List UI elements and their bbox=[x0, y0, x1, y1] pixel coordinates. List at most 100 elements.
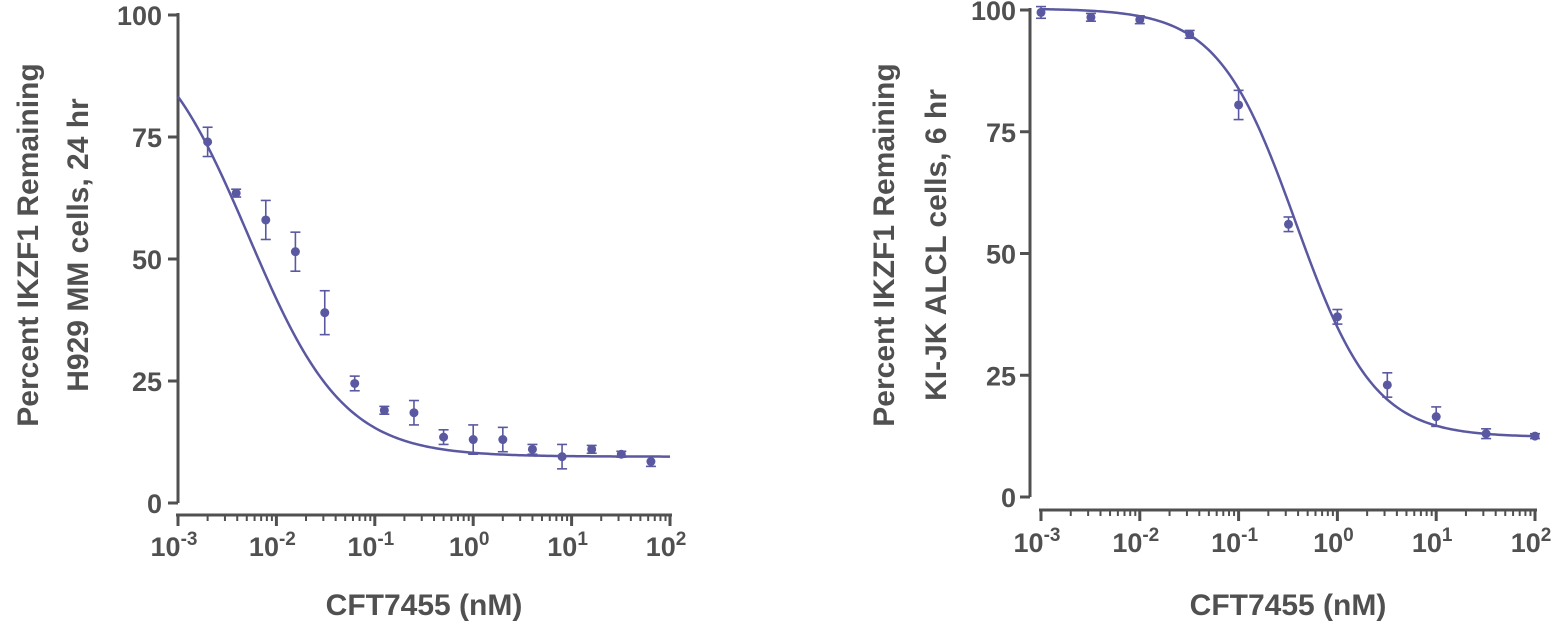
data-point bbox=[1184, 29, 1195, 40]
data-point bbox=[260, 199, 271, 241]
x-tick-label: 101 bbox=[547, 529, 588, 562]
x-tick-base: 10 bbox=[1112, 528, 1142, 558]
point-marker bbox=[1135, 15, 1145, 25]
y-tick-label: 100 bbox=[117, 1, 162, 31]
point-marker bbox=[1431, 412, 1441, 422]
y-tick-label: 75 bbox=[132, 123, 162, 153]
data-point bbox=[1134, 15, 1145, 25]
data-point bbox=[408, 399, 419, 426]
x-tick-label: 10-1 bbox=[1211, 525, 1258, 558]
data-point bbox=[1481, 428, 1492, 440]
data-point bbox=[1332, 308, 1343, 325]
point-marker bbox=[439, 432, 449, 442]
data-point bbox=[438, 428, 449, 446]
x-tick-base: 10 bbox=[547, 532, 577, 562]
point-marker bbox=[1234, 100, 1244, 110]
x-tick-exponent: -3 bbox=[181, 529, 198, 550]
data-point bbox=[527, 443, 538, 456]
x-tick-label: 100 bbox=[449, 529, 490, 562]
x-tick-label: 10-1 bbox=[347, 529, 394, 562]
x-tick-base: 10 bbox=[249, 532, 279, 562]
y-tick-label: 50 bbox=[986, 240, 1016, 270]
point-marker bbox=[1382, 380, 1392, 390]
x-tick-label: 102 bbox=[1511, 525, 1552, 558]
x-tick-exponent: 2 bbox=[676, 529, 687, 550]
x-tick-exponent: 1 bbox=[1442, 525, 1453, 546]
fit-curve bbox=[1040, 7, 1536, 438]
y-tick-label: 25 bbox=[986, 361, 1016, 391]
data-point bbox=[616, 449, 627, 459]
x-axis-title: CFT7455 (nM) bbox=[326, 589, 523, 622]
point-marker bbox=[409, 408, 419, 418]
point-marker bbox=[231, 188, 241, 198]
x-tick-exponent: 2 bbox=[1541, 525, 1552, 546]
data-point bbox=[1431, 406, 1442, 428]
point-marker bbox=[261, 215, 271, 225]
data-point bbox=[645, 455, 656, 468]
x-tick-exponent: 1 bbox=[577, 529, 588, 550]
point-marker bbox=[1530, 431, 1540, 441]
point-marker bbox=[1036, 7, 1046, 17]
data-point bbox=[1382, 372, 1393, 398]
x-tick-label: 10-2 bbox=[249, 529, 296, 562]
y-tick-label: 50 bbox=[132, 245, 162, 275]
y-tick-label: 75 bbox=[986, 118, 1016, 148]
x-tick-exponent: -2 bbox=[1142, 525, 1159, 546]
x-tick-base: 10 bbox=[1412, 528, 1442, 558]
point-marker bbox=[468, 435, 478, 445]
point-marker bbox=[557, 452, 567, 462]
y-axis-title-line: Percent IKZF1 Remaining bbox=[868, 63, 901, 426]
x-tick-label: 101 bbox=[1412, 525, 1453, 558]
data-point bbox=[231, 188, 242, 198]
y-axis-title-line: KI-JK ALCL cells, 6 hr bbox=[920, 89, 953, 401]
point-marker bbox=[646, 457, 656, 467]
x-tick-label: 100 bbox=[1313, 525, 1354, 558]
data-point bbox=[497, 426, 508, 453]
point-marker bbox=[1086, 12, 1096, 22]
x-tick-base: 10 bbox=[1211, 528, 1241, 558]
data-point bbox=[1283, 216, 1294, 233]
x-tick-base: 10 bbox=[1511, 528, 1541, 558]
point-marker bbox=[498, 435, 508, 445]
data-point bbox=[1036, 5, 1046, 20]
point-marker bbox=[290, 247, 300, 257]
data-point bbox=[1530, 431, 1540, 441]
x-tick-base: 10 bbox=[449, 532, 479, 562]
point-marker bbox=[1481, 429, 1491, 439]
point-marker bbox=[1185, 29, 1195, 39]
data-point bbox=[586, 444, 597, 455]
data-point bbox=[468, 424, 479, 456]
y-tick-label: 0 bbox=[1001, 483, 1016, 513]
x-tick-exponent: -3 bbox=[1044, 525, 1061, 546]
x-tick-base: 10 bbox=[347, 532, 377, 562]
x-tick-exponent: 0 bbox=[1343, 525, 1354, 546]
point-marker bbox=[527, 444, 537, 454]
point-marker bbox=[1332, 312, 1342, 322]
data-point bbox=[202, 126, 213, 158]
x-tick-base: 10 bbox=[151, 532, 181, 562]
data-point bbox=[319, 289, 330, 336]
data-point bbox=[557, 443, 568, 470]
x-tick-exponent: -1 bbox=[377, 529, 394, 550]
x-tick-label: 102 bbox=[646, 529, 687, 562]
x-tick-base: 10 bbox=[1313, 528, 1343, 558]
x-tick-exponent: -2 bbox=[279, 529, 296, 550]
point-marker bbox=[587, 444, 597, 454]
point-marker bbox=[379, 405, 389, 415]
x-tick-exponent: -1 bbox=[1241, 525, 1258, 546]
point-marker bbox=[320, 308, 330, 318]
y-axis-title-line: H929 MM cells, 24 hr bbox=[62, 98, 95, 392]
x-tick-base: 10 bbox=[646, 532, 676, 562]
x-tick-label: 10-3 bbox=[151, 529, 198, 562]
y-tick-label: 25 bbox=[132, 367, 162, 397]
x-tick-label: 10-3 bbox=[1014, 525, 1061, 558]
x-tick-base: 10 bbox=[1014, 528, 1044, 558]
fit-curve bbox=[176, 95, 670, 458]
point-marker bbox=[203, 137, 213, 147]
data-point bbox=[349, 375, 360, 392]
y-tick-label: 0 bbox=[147, 489, 162, 519]
data-point bbox=[1085, 12, 1096, 23]
x-tick-exponent: 0 bbox=[479, 529, 490, 550]
y-tick-label: 100 bbox=[971, 0, 1016, 26]
